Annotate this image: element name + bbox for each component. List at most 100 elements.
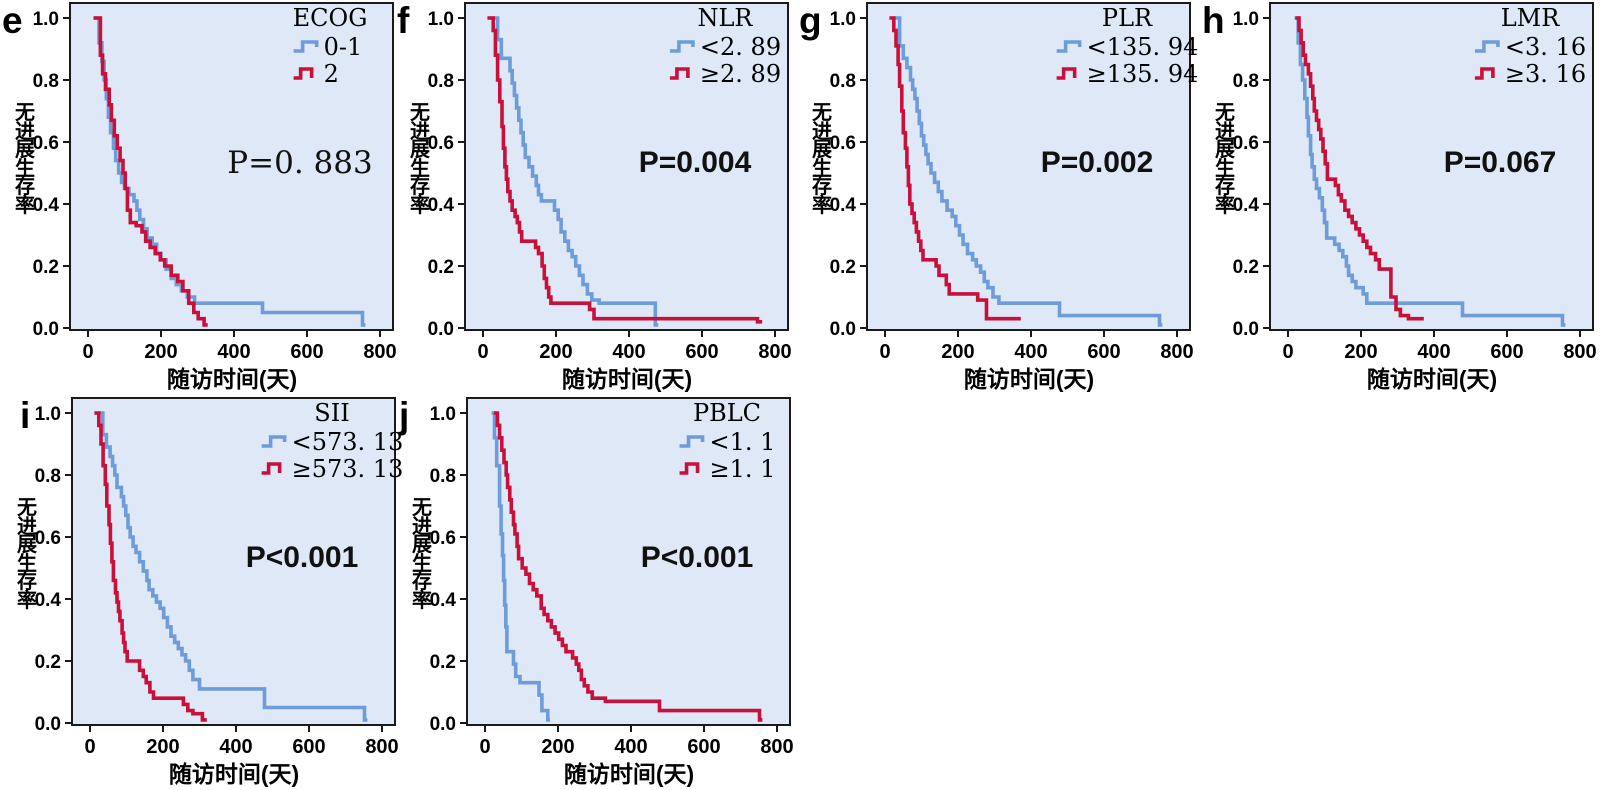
x-tick-label: 200	[539, 341, 572, 363]
y-tick-label: 1.0	[33, 9, 59, 30]
legend-title: SII	[314, 399, 350, 427]
y-tick-label: 0.0	[430, 714, 456, 735]
y-axis-label: 无进展生存率	[15, 102, 35, 217]
y-tick-label: 0.2	[1233, 257, 1259, 278]
x-axis-label: 随访时间(天)	[563, 761, 695, 787]
km-curve-blue	[1294, 16, 1566, 327]
legend: LMR <3. 16 ≥3. 16	[1474, 4, 1587, 88]
y-tick-label: 0.0	[1233, 319, 1259, 340]
km-plot-h: 0.0 0.2 0.4 0.6 0.8 1.0 0 200 400 600 800	[1233, 2, 1597, 363]
y-tick-label: 0.0	[428, 319, 454, 340]
x-tick-label: 200	[1344, 341, 1377, 363]
legend-row: <135. 94	[1056, 33, 1198, 61]
legend-row: <1. 1	[679, 427, 776, 456]
y-tick-label: 0.2	[430, 652, 456, 673]
y-tick-label: 1.0	[35, 404, 61, 425]
blue-step-icon	[669, 39, 695, 53]
x-tick-label: 400	[1417, 341, 1450, 363]
legend-title: NLR	[697, 4, 753, 32]
km-curve-red	[93, 16, 208, 327]
x-tick-label: 600	[1087, 341, 1120, 363]
panel-letter-g: g	[799, 0, 822, 41]
y-tick-label: 1.0	[1233, 9, 1259, 30]
panel-e: 0.0 0.2 0.4 0.6 0.8 1.0 0 200 400 600 800 e 无进展生存率…	[0, 0, 400, 395]
km-curve-red	[889, 16, 1021, 321]
p-value: P=0.004	[638, 146, 752, 179]
blue-step-icon	[1056, 39, 1082, 53]
y-tick-label: 0.6	[1233, 133, 1259, 154]
plot-area	[71, 397, 396, 726]
x-tick-label: 0	[879, 341, 890, 363]
legend-row: ≥1. 1	[679, 455, 775, 483]
x-tick-label: 200	[146, 736, 179, 758]
legend: SII <573. 13 ≥573. 13	[261, 399, 404, 483]
y-tick-label: 1.0	[830, 9, 856, 30]
legend-row: ≥135. 94	[1056, 60, 1198, 88]
km-curve-blue	[892, 16, 1163, 327]
legend-row: ≥573. 13	[261, 454, 404, 483]
x-tick-label: 800	[1160, 341, 1193, 363]
x-tick-label: 200	[941, 341, 974, 363]
p-value: P=0. 883	[227, 145, 373, 181]
panel-letter-h: h	[1202, 0, 1225, 41]
p-value: P=0.002	[1040, 146, 1154, 179]
legend-title: LMR	[1500, 4, 1560, 32]
km-plot-j: 0.0 0.2 0.4 0.6 0.8 1.0 0 200 400 600 800	[430, 397, 794, 758]
y-tick-label: 0.6	[35, 528, 61, 549]
km-curve-red	[1295, 16, 1424, 321]
x-tick-label: 600	[685, 341, 718, 363]
panel-letter-e: e	[2, 0, 23, 41]
y-tick-label: 0.2	[35, 652, 61, 673]
legend-label: ≥573. 13	[291, 454, 404, 483]
panel-letter-j: j	[399, 395, 410, 436]
red-step-icon	[669, 66, 690, 80]
legend-label: ≥3. 16	[1504, 59, 1587, 88]
legend-row: 2	[293, 60, 368, 88]
km-curve-blue	[491, 411, 550, 722]
x-tick-label: 600	[687, 736, 720, 758]
legend-row: ≥3. 16	[1474, 59, 1587, 88]
legend-label: 0-1	[323, 32, 363, 61]
y-tick-label: 0.4	[35, 590, 62, 611]
legend-row: <2. 89	[669, 32, 782, 61]
x-tick-label: 200	[144, 341, 177, 363]
y-tick-label: 0.8	[430, 466, 456, 487]
legend-label: <2. 89	[699, 32, 782, 61]
legend-label: <1. 1	[709, 427, 776, 456]
panel-i: 0.0 0.2 0.4 0.6 0.8 1.0 0 200 400 600 800 i 无进展生存率…	[2, 395, 404, 790]
x-tick-label: 800	[1563, 341, 1596, 363]
km-curve-red	[487, 16, 763, 324]
km-curve-red	[94, 411, 207, 722]
y-axis-label: 无进展生存率	[812, 102, 832, 217]
x-axis-label: 随访时间(天)	[963, 366, 1095, 392]
panel-f: 0.0 0.2 0.4 0.6 0.8 1.0 0 200 400 600 800 f 无进展生存率…	[395, 0, 795, 395]
x-tick-label: 400	[219, 736, 252, 758]
y-tick-label: 0.8	[830, 71, 856, 92]
legend-row: ≥2. 89	[669, 59, 782, 88]
x-tick-label: 400	[614, 736, 647, 758]
y-tick-label: 0.8	[428, 71, 454, 92]
y-tick-label: 0.8	[35, 466, 61, 487]
panel-j: 0.0 0.2 0.4 0.6 0.8 1.0 0 200 400 600 800 j 无进展生存率…	[397, 395, 797, 790]
legend: PBLC <1. 1 ≥1. 1	[679, 399, 776, 483]
km-plot-g: 0.0 0.2 0.4 0.6 0.8 1.0 0 200 400 600 800	[830, 2, 1194, 363]
p-value: P<0.001	[245, 541, 359, 574]
x-tick-label: 0	[477, 341, 488, 363]
red-step-icon	[261, 461, 282, 475]
y-tick-label: 0.0	[33, 319, 59, 340]
x-tick-label: 400	[1014, 341, 1047, 363]
red-step-icon	[1056, 66, 1077, 80]
km-plot-e: 0.0 0.2 0.4 0.6 0.8 1.0 0 200 400 600 800	[33, 2, 397, 363]
x-axis-label: 随访时间(天)	[561, 366, 693, 392]
legend-title: PLR	[1101, 4, 1153, 32]
y-tick-label: 0.6	[430, 528, 456, 549]
legend-label: ≥2. 89	[699, 59, 782, 88]
red-step-icon	[1474, 66, 1495, 80]
x-tick-label: 800	[365, 736, 398, 758]
y-tick-label: 0.8	[33, 71, 59, 92]
legend-row: <3. 16	[1474, 32, 1587, 61]
legend-label: <3. 16	[1504, 32, 1587, 61]
red-step-icon	[679, 461, 700, 475]
x-tick-label: 0	[82, 341, 93, 363]
panel-h: 0.0 0.2 0.4 0.6 0.8 1.0 0 200 400 600 800 h 无进展生存率…	[1200, 0, 1600, 395]
